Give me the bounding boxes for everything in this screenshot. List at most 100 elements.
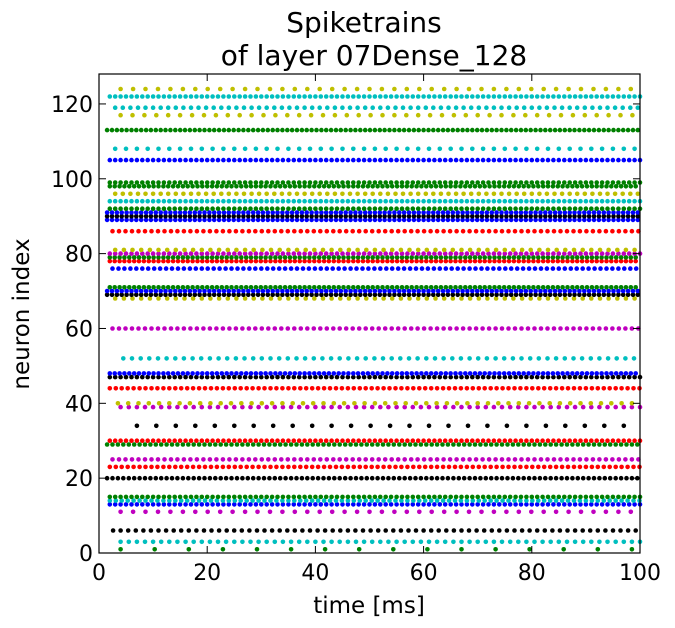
spike-dot xyxy=(463,255,468,260)
spike-dot xyxy=(518,157,524,163)
spike-dot xyxy=(465,288,470,294)
spike-dot xyxy=(194,180,199,185)
spike-dot xyxy=(487,184,492,189)
spike-dot xyxy=(137,442,142,447)
spike-dot xyxy=(341,258,346,264)
spike-dot xyxy=(190,296,196,301)
spike-dot xyxy=(620,217,626,223)
spike-dot xyxy=(407,266,413,271)
spike-dot xyxy=(381,498,386,503)
spike-dot xyxy=(211,292,217,298)
spike-dot xyxy=(264,502,270,507)
spike-dot xyxy=(567,127,572,133)
spike-dot xyxy=(620,191,625,197)
spike-dot xyxy=(407,423,412,429)
spike-dot xyxy=(269,374,275,380)
spike-dot xyxy=(232,251,237,256)
spike-dot xyxy=(248,374,253,380)
spike-dot xyxy=(543,288,548,294)
y-tick-label: 40 xyxy=(65,392,93,417)
spike-dot xyxy=(425,547,430,552)
spike-dot xyxy=(399,494,405,500)
spike-dot xyxy=(407,442,413,447)
spike-dot xyxy=(494,475,499,481)
spike-dot xyxy=(250,292,256,298)
spike-dot xyxy=(286,464,291,470)
spike-dot xyxy=(345,198,351,204)
spike-dot xyxy=(415,105,421,110)
spike-dot xyxy=(207,217,212,223)
spike-dot xyxy=(505,475,510,481)
spike-dot xyxy=(323,206,329,211)
spike-dot xyxy=(328,213,334,219)
spike-dot xyxy=(499,292,504,298)
spike-dot xyxy=(525,457,531,462)
spike-dot xyxy=(112,371,117,376)
spike-dot xyxy=(632,247,637,253)
spike-dot xyxy=(426,539,432,545)
spike-dot xyxy=(556,438,562,444)
spike-dot xyxy=(595,464,601,470)
spike-dot xyxy=(472,255,478,260)
spike-dot xyxy=(499,112,504,118)
spike-dot xyxy=(470,502,475,507)
spike-dot xyxy=(302,374,307,380)
spike-dot xyxy=(197,127,202,133)
spike-dot xyxy=(177,217,183,223)
spike-dot xyxy=(395,326,401,331)
spike-dot xyxy=(588,401,594,406)
spike-dot xyxy=(623,258,629,264)
spike-dot xyxy=(204,206,210,211)
spike-dot xyxy=(249,105,254,110)
spike-dot xyxy=(221,494,226,500)
spike-dot xyxy=(242,157,248,163)
spike-dot xyxy=(249,112,254,118)
spike-dot xyxy=(523,112,528,118)
spike-dot xyxy=(259,502,264,507)
spike-dot xyxy=(155,386,160,391)
spike-dot xyxy=(586,475,591,481)
spike-dot xyxy=(486,94,491,99)
spike-dot xyxy=(542,528,548,533)
spike-dot xyxy=(134,198,140,204)
spike-dot xyxy=(383,157,389,163)
spike-dot xyxy=(401,217,407,223)
spike-dot xyxy=(605,502,610,507)
spike-dot xyxy=(117,255,122,260)
spike-dot xyxy=(183,539,188,545)
spike-dot xyxy=(351,438,356,444)
spike-dot xyxy=(407,296,412,301)
spike-dot xyxy=(148,475,153,481)
spike-dot xyxy=(183,157,188,163)
spike-dot xyxy=(253,180,259,185)
spike-dot xyxy=(369,228,375,234)
spike-dot xyxy=(421,494,426,500)
spike-dot xyxy=(579,371,585,376)
spike-dot xyxy=(149,386,154,391)
spike-dot xyxy=(467,296,473,301)
spike-dot xyxy=(242,251,248,256)
spike-dot xyxy=(323,217,329,223)
spike-dot xyxy=(544,191,550,197)
spike-dot xyxy=(480,502,486,507)
spike-dot xyxy=(150,251,156,256)
spike-dot xyxy=(473,228,479,234)
spike-dot xyxy=(543,127,548,133)
spike-dot xyxy=(470,206,475,211)
spike-dot xyxy=(292,371,298,376)
spike-dot xyxy=(153,292,159,298)
spike-dot xyxy=(307,184,312,189)
spike-dot xyxy=(201,228,206,234)
spike-dot xyxy=(340,146,345,152)
spike-dot xyxy=(467,442,472,447)
spike-dot xyxy=(426,127,431,133)
spike-dot xyxy=(362,288,368,294)
spike-dot xyxy=(621,374,627,380)
spike-dot xyxy=(487,112,492,118)
spike-dot xyxy=(231,528,237,533)
spike-dot xyxy=(310,401,316,406)
spike-dot xyxy=(606,213,611,219)
spike-dot xyxy=(455,266,461,271)
spike-dot xyxy=(351,255,356,260)
spike-dot xyxy=(185,255,190,260)
